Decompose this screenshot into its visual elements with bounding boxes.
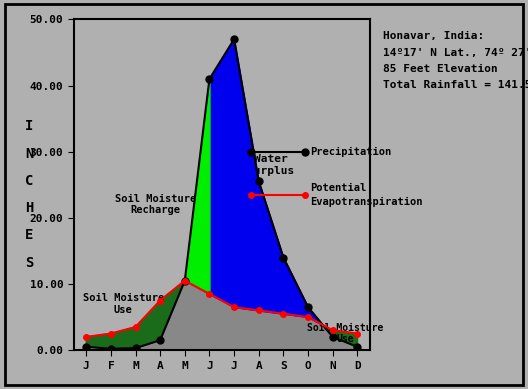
Text: S: S: [25, 256, 33, 270]
Text: E: E: [25, 228, 33, 242]
Text: Precipitation: Precipitation: [310, 147, 392, 157]
Text: I: I: [25, 119, 33, 133]
Text: N: N: [25, 147, 33, 161]
Text: Water
Surplus: Water Surplus: [248, 154, 295, 176]
Text: Soil Moisture
Use: Soil Moisture Use: [82, 293, 164, 315]
Text: C: C: [25, 174, 33, 188]
Text: H: H: [25, 201, 33, 215]
Text: Soil Moisture
Use: Soil Moisture Use: [307, 323, 383, 344]
Text: Soil Moisture
Recharge: Soil Moisture Recharge: [115, 194, 196, 216]
Text: Honavar, India:
14º17' N Lat., 74º 27' E Long.,
85 Feet Elevation
Total Rainfall: Honavar, India: 14º17' N Lat., 74º 27' E…: [383, 31, 528, 90]
Text: Potential
Evapotranspiration: Potential Evapotranspiration: [310, 183, 423, 207]
